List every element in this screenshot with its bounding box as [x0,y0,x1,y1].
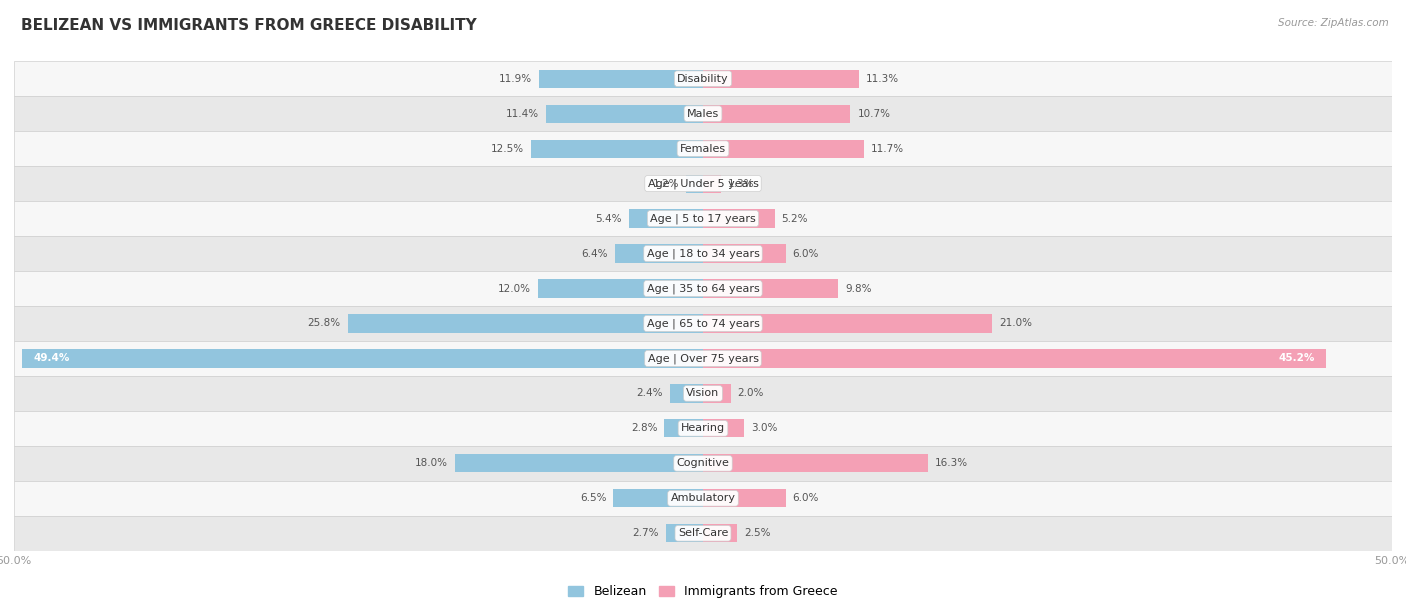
Bar [14,516,1392,551]
Bar [22,349,703,368]
Text: Age | 5 to 17 years: Age | 5 to 17 years [650,214,756,224]
Text: 6.5%: 6.5% [581,493,606,503]
Bar [537,280,703,297]
Text: 2.5%: 2.5% [744,528,770,539]
Bar [703,419,744,438]
Text: Disability: Disability [678,73,728,84]
Bar [703,140,865,158]
Text: Vision: Vision [686,389,720,398]
Text: 2.7%: 2.7% [633,528,659,539]
Bar [14,201,1392,236]
Text: 6.0%: 6.0% [793,248,818,258]
Text: 5.4%: 5.4% [595,214,621,223]
Bar [703,454,928,472]
Text: 12.5%: 12.5% [491,144,524,154]
Bar [14,411,1392,446]
Text: 9.8%: 9.8% [845,283,872,294]
Bar [14,96,1392,131]
Bar [628,209,703,228]
Text: Males: Males [688,109,718,119]
Text: BELIZEAN VS IMMIGRANTS FROM GREECE DISABILITY: BELIZEAN VS IMMIGRANTS FROM GREECE DISAB… [21,18,477,34]
Text: 2.4%: 2.4% [637,389,664,398]
Bar [703,209,775,228]
Bar [703,244,786,263]
Text: 1.3%: 1.3% [728,179,754,188]
Text: Age | 35 to 64 years: Age | 35 to 64 years [647,283,759,294]
Text: Females: Females [681,144,725,154]
Bar [538,70,703,88]
Bar [703,489,786,507]
Legend: Belizean, Immigrants from Greece: Belizean, Immigrants from Greece [564,580,842,603]
Text: 3.0%: 3.0% [751,424,778,433]
Bar [703,174,721,193]
Bar [14,481,1392,516]
Text: 6.4%: 6.4% [582,248,607,258]
Bar [613,489,703,507]
Text: Age | 18 to 34 years: Age | 18 to 34 years [647,248,759,259]
Bar [546,105,703,123]
Bar [703,349,1326,368]
Text: 11.7%: 11.7% [872,144,904,154]
Bar [703,315,993,332]
Bar [14,446,1392,481]
Bar [14,376,1392,411]
Text: 5.2%: 5.2% [782,214,808,223]
Text: 18.0%: 18.0% [415,458,449,468]
Bar [669,384,703,403]
Text: Cognitive: Cognitive [676,458,730,468]
Text: 6.0%: 6.0% [793,493,818,503]
Text: 12.0%: 12.0% [498,283,531,294]
Text: Hearing: Hearing [681,424,725,433]
Bar [456,454,703,472]
Bar [14,131,1392,166]
Bar [703,280,838,297]
Bar [531,140,703,158]
Text: 21.0%: 21.0% [1000,318,1032,329]
Text: Age | 65 to 74 years: Age | 65 to 74 years [647,318,759,329]
Text: 1.2%: 1.2% [652,179,679,188]
Text: 11.3%: 11.3% [866,73,898,84]
Text: 25.8%: 25.8% [308,318,340,329]
Bar [703,524,738,542]
Bar [703,105,851,123]
Text: Source: ZipAtlas.com: Source: ZipAtlas.com [1278,18,1389,28]
Bar [14,166,1392,201]
Bar [14,61,1392,96]
Text: 10.7%: 10.7% [858,109,890,119]
Text: 45.2%: 45.2% [1278,354,1315,364]
Text: Self-Care: Self-Care [678,528,728,539]
Text: Age | Under 5 years: Age | Under 5 years [648,178,758,189]
Text: 11.9%: 11.9% [499,73,531,84]
Bar [14,271,1392,306]
Text: 49.4%: 49.4% [34,354,70,364]
Bar [614,244,703,263]
Text: 16.3%: 16.3% [935,458,967,468]
Bar [686,174,703,193]
Bar [14,236,1392,271]
Bar [666,524,703,542]
Text: Age | Over 75 years: Age | Over 75 years [648,353,758,364]
Bar [703,384,731,403]
Text: Ambulatory: Ambulatory [671,493,735,503]
Bar [665,419,703,438]
Bar [14,306,1392,341]
Bar [347,315,703,332]
Text: 2.8%: 2.8% [631,424,658,433]
Bar [703,70,859,88]
Bar [14,341,1392,376]
Text: 11.4%: 11.4% [506,109,538,119]
Text: 2.0%: 2.0% [738,389,763,398]
